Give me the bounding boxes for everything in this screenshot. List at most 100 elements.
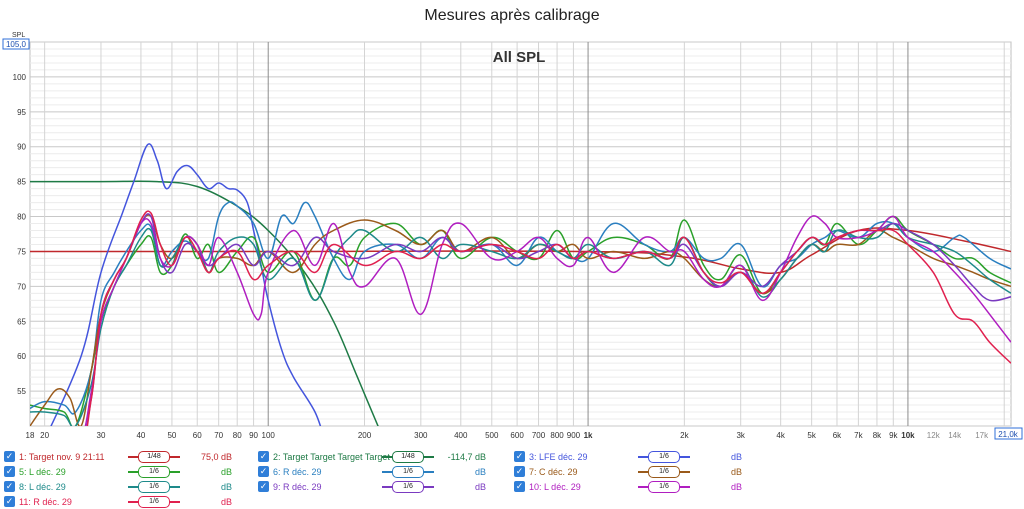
legend-label: 10: L déc. 29 <box>529 482 581 492</box>
y-tick-label: 100 <box>13 73 27 82</box>
x-tick-label: 50 <box>167 431 176 440</box>
x-tick-label: 500 <box>485 431 499 440</box>
x-tick-label: 10k <box>901 431 915 440</box>
x-tick-label: 1k <box>584 431 593 440</box>
legend: ✓ 1: Target nov. 9 21:11 1/48 75,0 dB ✓ 2: Ta… <box>0 447 1024 509</box>
legend-item[interactable]: ✓ 7: C déc. 29 1/6 dB <box>514 465 764 479</box>
x-tick-label: 70 <box>214 431 223 440</box>
y-tick-label: 95 <box>17 108 26 117</box>
legend-offset: -114,7 dB <box>447 452 486 462</box>
x-tick-label: 6k <box>833 431 842 440</box>
legend-label: 2: Target Target Target Target T <box>273 452 398 462</box>
series-line-4[interactable] <box>30 215 1011 428</box>
legend-smoothing[interactable]: 1/6 <box>128 496 180 508</box>
x-tick-label: 7k <box>854 431 863 440</box>
x-tick-label: 9k <box>889 431 898 440</box>
legend-checkbox[interactable]: ✓ <box>258 451 269 462</box>
x-tick-label: 90 <box>249 431 258 440</box>
series-line-3[interactable] <box>45 143 325 440</box>
x-tick-label: 12k <box>927 431 941 440</box>
legend-smoothing[interactable]: 1/6 <box>382 466 434 478</box>
x-tick-label: 17k <box>975 431 989 440</box>
legend-label: 5: L déc. 29 <box>19 467 66 477</box>
y-tick-label: 70 <box>17 282 26 291</box>
legend-checkbox[interactable]: ✓ <box>4 481 15 492</box>
legend-label: 1: Target nov. 9 21:11 <box>19 452 105 462</box>
legend-item[interactable]: ✓ 8: L déc. 29 1/6 dB <box>4 480 254 494</box>
series-line-10[interactable] <box>30 210 1011 447</box>
y-max-label: 105,0 <box>6 40 27 49</box>
chart-title: Mesures après calibrage <box>424 7 600 24</box>
legend-offset: dB <box>730 482 742 492</box>
legend-item[interactable]: ✓ 3: LFE déc. 29 1/6 dB <box>514 450 764 464</box>
y-tick-label: 80 <box>17 213 26 222</box>
legend-checkbox[interactable]: ✓ <box>4 466 15 477</box>
x-tick-label: 400 <box>454 431 468 440</box>
y-tick-label: 75 <box>17 247 26 256</box>
legend-offset: dB <box>220 482 232 492</box>
legend-item[interactable]: ✓ 11: R déc. 29 1/6 dB <box>4 495 254 509</box>
x-tick-label: 2k <box>680 431 689 440</box>
legend-item[interactable]: ✓ 10: L déc. 29 1/6 dB <box>514 480 764 494</box>
x-tick-label: 4k <box>776 431 785 440</box>
legend-label: 7: C déc. 29 <box>529 467 578 477</box>
x-tick-label: 600 <box>510 431 524 440</box>
x-max-label: 21,0k <box>998 430 1019 439</box>
legend-checkbox[interactable]: ✓ <box>514 481 525 492</box>
y-tick-label: 55 <box>17 387 26 396</box>
x-tick-label: 14k <box>948 431 962 440</box>
x-tick-label: 18 <box>26 431 35 440</box>
legend-smoothing[interactable]: 1/6 <box>638 466 690 478</box>
x-tick-label: 60 <box>193 431 202 440</box>
y-max-box[interactable] <box>2 38 30 50</box>
y-tick-label: 90 <box>17 143 26 152</box>
x-tick-label: 5k <box>807 431 816 440</box>
x-max-box[interactable] <box>994 427 1023 440</box>
x-tick-label: 100 <box>262 431 276 440</box>
legend-smoothing[interactable]: 1/6 <box>128 466 180 478</box>
legend-offset: dB <box>474 482 486 492</box>
x-tick-label: 40 <box>136 431 145 440</box>
x-tick-label: 700 <box>532 431 546 440</box>
legend-offset: 75,0 dB <box>200 452 232 462</box>
legend-offset: dB <box>474 467 486 477</box>
legend-checkbox[interactable]: ✓ <box>514 451 525 462</box>
x-tick-label: 30 <box>97 431 106 440</box>
legend-item[interactable]: ✓ 2: Target Target Target Target T 1/48 -11… <box>258 450 508 464</box>
legend-checkbox[interactable]: ✓ <box>4 496 15 507</box>
legend-offset: dB <box>220 467 232 477</box>
legend-checkbox[interactable]: ✓ <box>258 481 269 492</box>
legend-checkbox[interactable]: ✓ <box>4 451 15 462</box>
legend-label: 11: R déc. 29 <box>19 497 72 507</box>
legend-offset: dB <box>220 497 232 507</box>
legend-label: 9: R déc. 29 <box>273 482 322 492</box>
x-tick-label: 900 <box>567 431 581 440</box>
legend-item[interactable]: ✓ 5: L déc. 29 1/6 dB <box>4 465 254 479</box>
legend-offset: dB <box>730 452 742 462</box>
legend-item[interactable]: ✓ 9: R déc. 29 1/6 dB <box>258 480 508 494</box>
legend-smoothing[interactable]: 1/48 <box>128 451 180 463</box>
series-line-2[interactable] <box>30 180 384 440</box>
legend-smoothing[interactable]: 1/6 <box>128 481 180 493</box>
legend-smoothing[interactable]: 1/6 <box>638 451 690 463</box>
legend-item[interactable]: ✓ 1: Target nov. 9 21:11 1/48 75,0 dB <box>4 450 254 464</box>
chart-subtitle: All SPL <box>493 49 546 66</box>
legend-item[interactable]: ✓ 6: R déc. 29 1/6 dB <box>258 465 508 479</box>
legend-label: 8: L déc. 29 <box>19 482 66 492</box>
x-tick-label: 3k <box>736 431 745 440</box>
x-tick-label: 20 <box>40 431 49 440</box>
legend-smoothing[interactable]: 1/6 <box>382 481 434 493</box>
legend-checkbox[interactable]: ✓ <box>514 466 525 477</box>
x-tick-label: 200 <box>358 431 372 440</box>
series-line-7[interactable] <box>30 222 1011 428</box>
y-axis-label: SPL <box>12 32 25 39</box>
legend-offset: dB <box>730 467 742 477</box>
legend-smoothing[interactable]: 1/48 <box>382 451 434 463</box>
y-tick-label: 60 <box>17 352 26 361</box>
legend-label: 6: R déc. 29 <box>273 467 322 477</box>
x-tick-label: 300 <box>414 431 428 440</box>
y-tick-label: 85 <box>17 178 26 187</box>
legend-checkbox[interactable]: ✓ <box>258 466 269 477</box>
legend-smoothing[interactable]: 1/6 <box>638 481 690 493</box>
